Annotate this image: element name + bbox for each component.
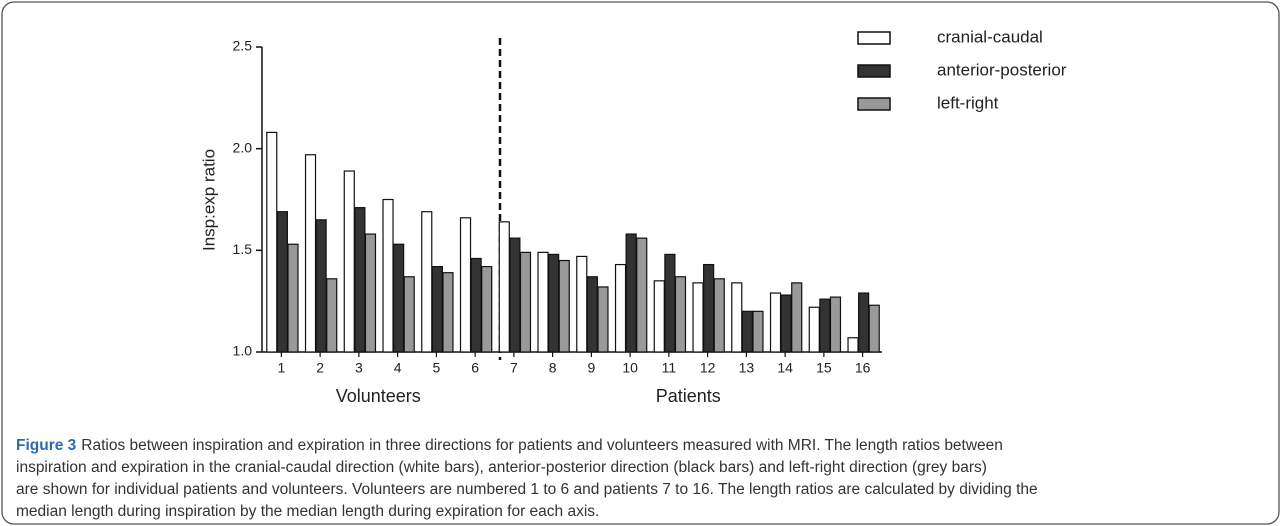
bar <box>703 263 715 353</box>
x-tick-label: 9 <box>587 360 595 376</box>
x-tick-label: 3 <box>355 360 363 376</box>
bar <box>614 263 627 353</box>
bar <box>393 243 405 353</box>
bar <box>364 233 377 353</box>
bar <box>315 219 327 353</box>
bar <box>266 131 278 353</box>
x-tick-label: 1 <box>277 360 285 376</box>
bar <box>481 266 493 353</box>
bar <box>713 278 725 353</box>
bar <box>636 237 648 353</box>
bar <box>431 266 443 353</box>
caption-line: inspiration and expiration in the crania… <box>16 459 987 476</box>
bar <box>653 280 665 353</box>
caption-label: Figure 3 <box>16 437 77 454</box>
bar <box>868 304 880 353</box>
x-tick-label: 15 <box>816 360 832 376</box>
group-label: Volunteers <box>336 386 421 406</box>
x-tick-label: 11 <box>662 360 677 376</box>
bar <box>558 259 570 353</box>
bar <box>597 286 609 353</box>
x-tick-label: 2 <box>316 360 324 376</box>
bar <box>354 207 366 353</box>
bar <box>731 282 743 353</box>
group-label: Patients <box>656 386 721 406</box>
bar <box>470 257 482 353</box>
x-tick-label: 4 <box>394 360 402 376</box>
x-tick-label: 10 <box>622 360 638 376</box>
y-tick-label: 2.0 <box>233 139 253 155</box>
bar <box>808 306 820 353</box>
x-tick-label: 13 <box>739 360 755 376</box>
bar <box>780 294 792 353</box>
bar <box>276 211 288 353</box>
legend-swatch <box>857 64 891 78</box>
bar <box>769 292 782 353</box>
x-tick-label: 7 <box>510 360 518 376</box>
x-tick-label: 14 <box>777 360 793 376</box>
x-tick-label: 5 <box>432 360 440 376</box>
bar <box>287 243 299 353</box>
legend-swatch <box>857 97 891 111</box>
bar <box>403 276 415 353</box>
bar <box>664 253 676 353</box>
bar <box>858 292 870 353</box>
bar <box>509 237 521 353</box>
legend-label: anterior-posterior <box>937 60 1067 79</box>
bar <box>326 278 338 353</box>
bar <box>625 233 637 353</box>
bar <box>548 253 560 353</box>
bar <box>674 276 687 353</box>
bar <box>537 251 549 353</box>
bar <box>752 310 764 353</box>
legend-label: left-right <box>937 93 999 112</box>
bar <box>819 298 831 353</box>
y-tick-label: 1.5 <box>233 241 253 257</box>
bar <box>692 282 704 353</box>
legend-swatch <box>857 31 891 45</box>
bar <box>304 154 317 353</box>
bar <box>442 272 454 353</box>
bar <box>847 337 859 353</box>
bar <box>576 255 588 353</box>
legend-label: cranial-caudal <box>937 27 1043 46</box>
bar <box>498 221 510 353</box>
bar <box>519 251 532 353</box>
bar <box>382 198 394 353</box>
y-tick-label: 1.0 <box>233 343 253 359</box>
x-tick-label: 16 <box>855 360 871 376</box>
y-tick-label: 2.5 <box>233 38 253 54</box>
bar <box>829 296 842 353</box>
caption-line: Ratios between inspiration and expiratio… <box>81 437 1003 454</box>
bar <box>421 211 433 353</box>
bar <box>586 276 598 353</box>
y-axis-label: Insp:exp ratio <box>199 149 218 251</box>
bar <box>741 310 753 353</box>
x-tick-label: 8 <box>549 360 557 376</box>
x-tick-label: 12 <box>700 360 716 376</box>
bar <box>791 282 803 353</box>
bar <box>343 170 355 353</box>
caption-line: median length during inspiration by the … <box>16 503 599 520</box>
caption-line: are shown for individual patients and vo… <box>16 481 1038 498</box>
x-tick-label: 6 <box>471 360 479 376</box>
bar <box>459 217 472 353</box>
